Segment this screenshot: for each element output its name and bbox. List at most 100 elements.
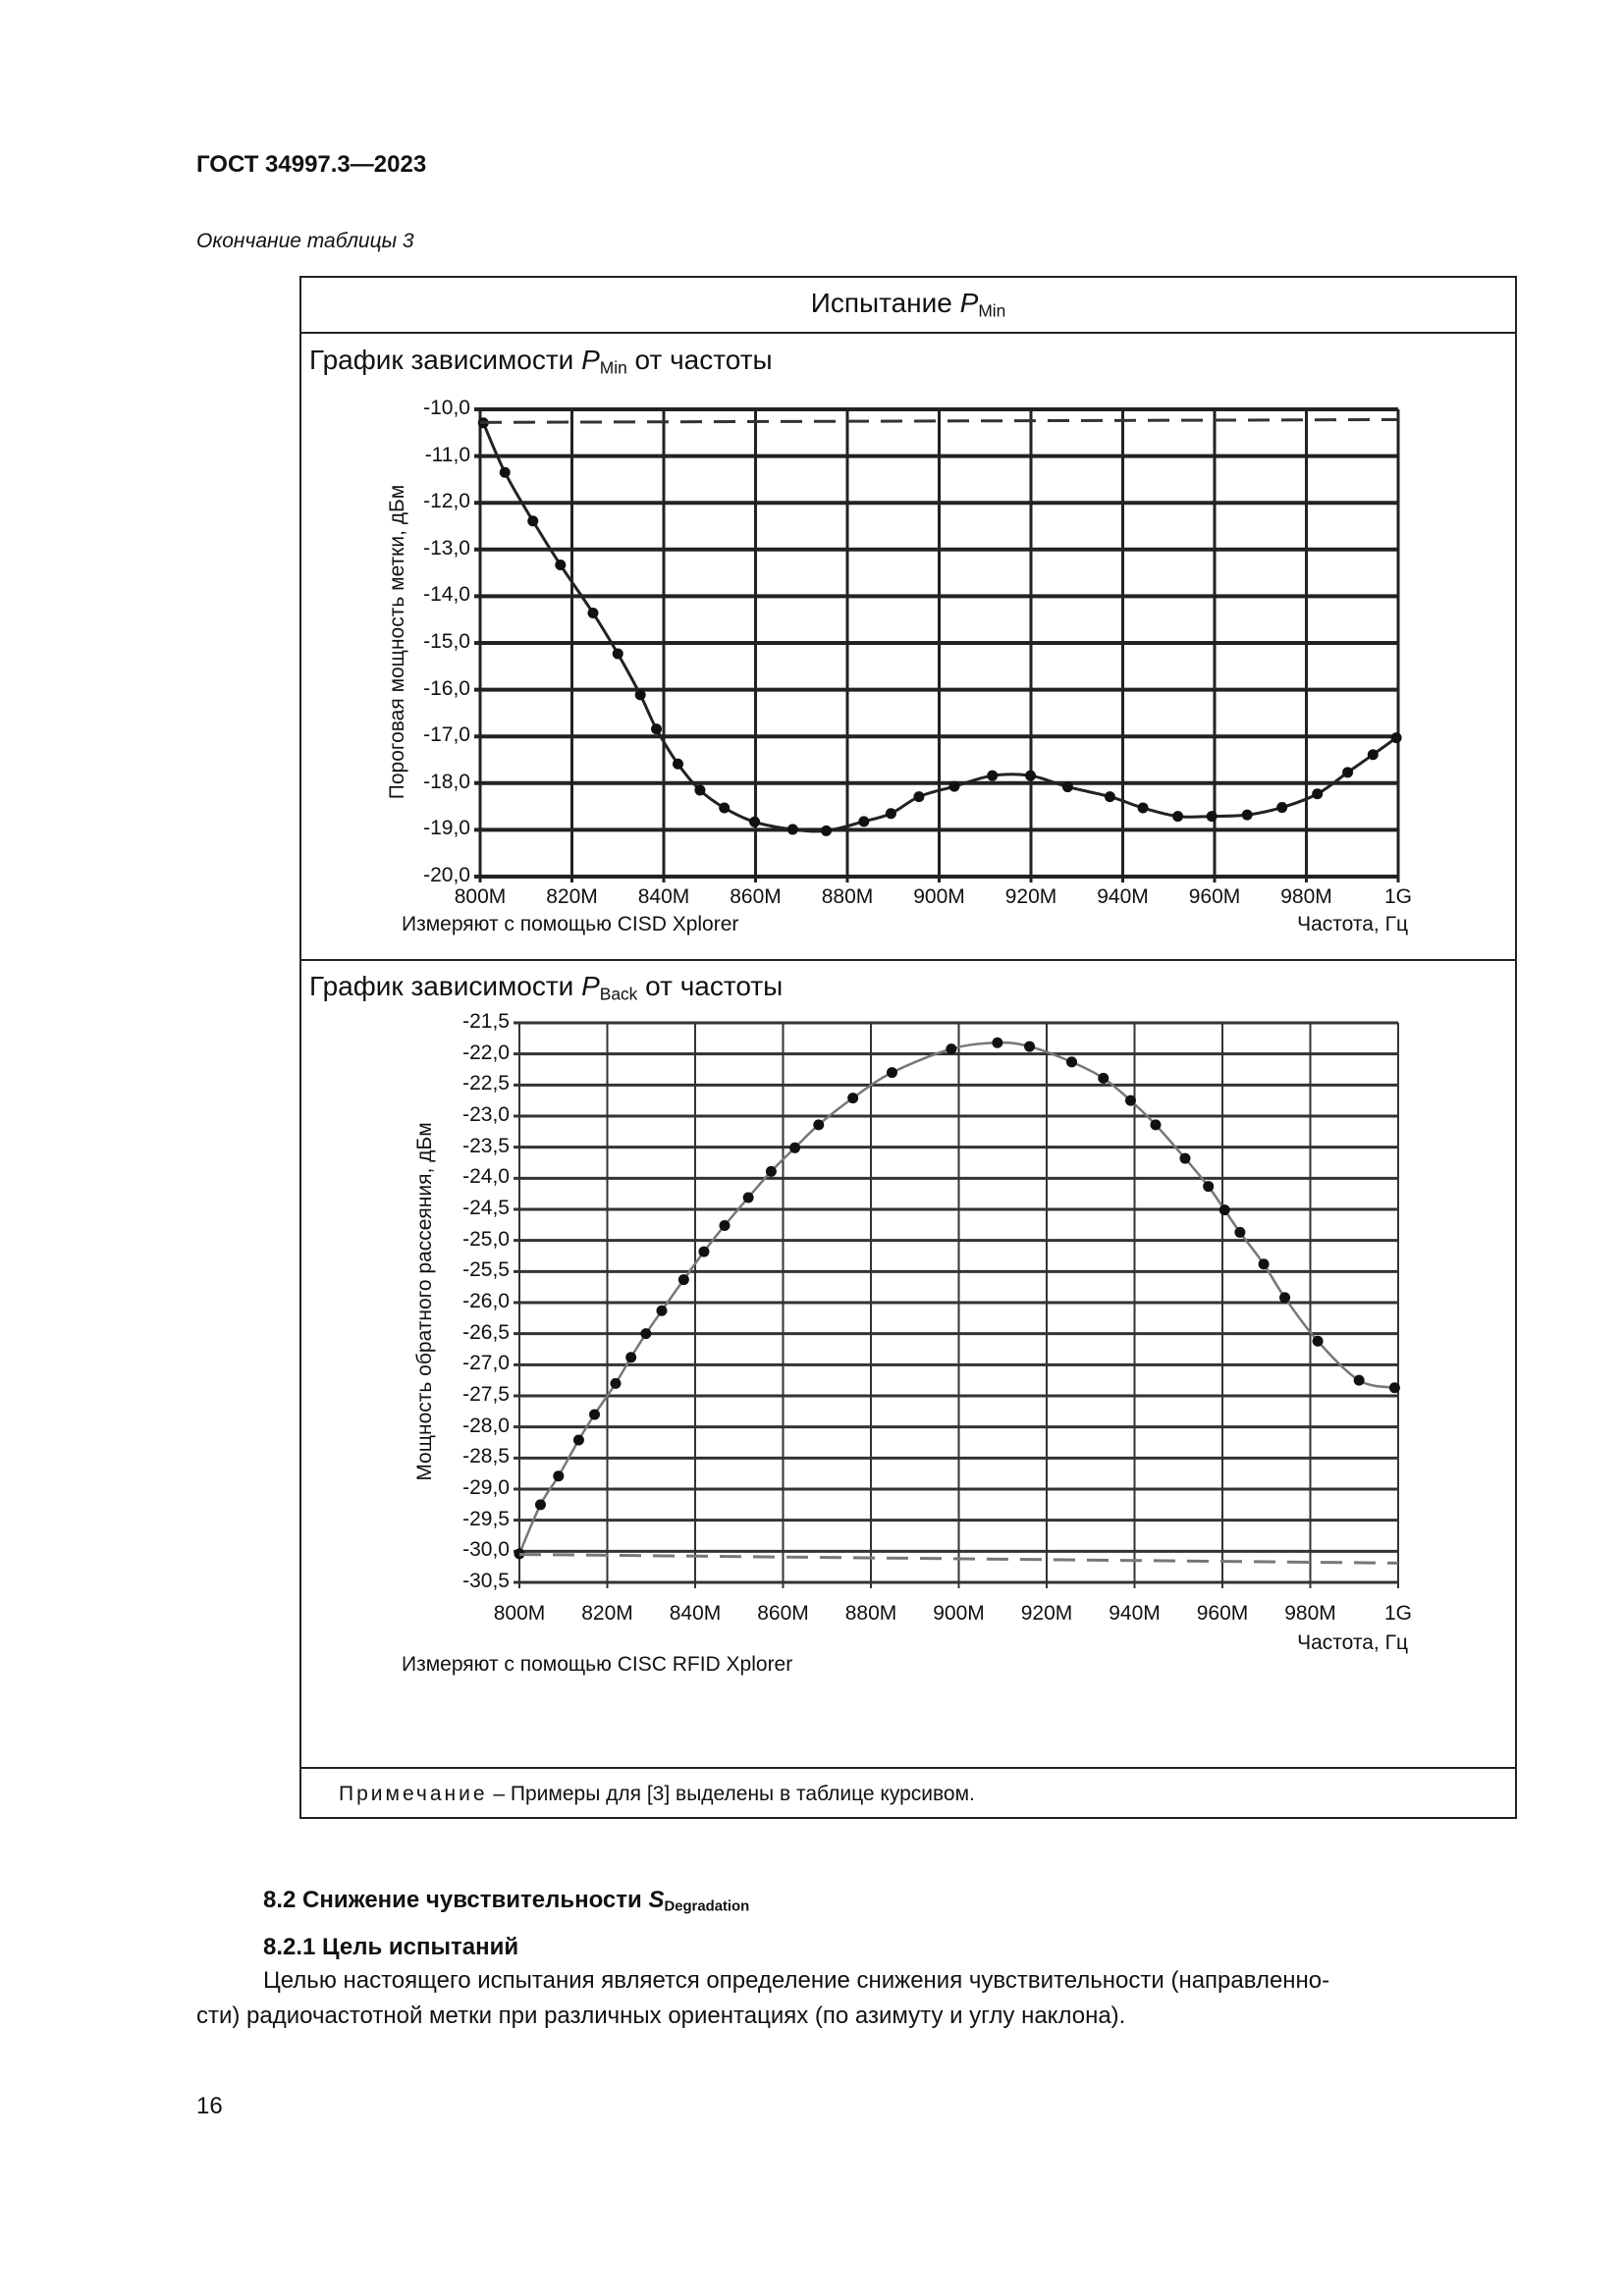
reference-dashed-line (479, 417, 1399, 424)
data-point (1312, 788, 1324, 800)
data-point (499, 466, 511, 478)
x-tick-label: 880M (821, 885, 874, 908)
data-point (534, 1499, 546, 1511)
y-tick-label: -30,5 (462, 1570, 510, 1592)
x-tick-label: 900M (913, 885, 965, 908)
data-point (789, 1142, 801, 1153)
subsection-heading: 8.2.1 Цель испытаний (263, 1934, 519, 1960)
section-heading: 8.2 Снижение чувствительности SDegradati… (263, 1887, 749, 1915)
x-tick-label: 800M (454, 885, 507, 908)
chart1-title-text: График зависимости (309, 345, 582, 375)
data-point (1024, 1041, 1036, 1052)
chart1-title-suffix: от частоты (626, 345, 773, 375)
note-text: – Примеры для [3] выделены в таблице кур… (487, 1783, 975, 1805)
data-point (1066, 1056, 1078, 1068)
data-point (1203, 1181, 1215, 1193)
data-point (946, 1043, 957, 1055)
y-tick-label: -25,5 (462, 1258, 510, 1282)
x-tick-label: 900M (933, 1602, 985, 1625)
chart2-title-text: График зависимости (309, 971, 582, 1001)
y-tick-label: -28,5 (462, 1445, 510, 1468)
data-point (719, 1219, 731, 1231)
data-point (514, 1548, 525, 1560)
y-tick-label: -13,0 (423, 536, 470, 560)
data-point (572, 1434, 584, 1446)
data-point (1367, 749, 1379, 761)
reference-dashed-line (518, 1553, 1399, 1565)
x-tick-label: 980M (1284, 1602, 1336, 1625)
data-point (677, 1274, 689, 1286)
data-point (1098, 1072, 1110, 1084)
data-point (1137, 802, 1149, 814)
data-point (786, 824, 798, 835)
table-title-sub: Min (978, 300, 1006, 321)
table-title: Испытание PMin (301, 288, 1515, 321)
divider (301, 332, 1515, 334)
x-tick-label: 920M (1020, 1602, 1073, 1625)
y-tick-label: -10,0 (423, 397, 470, 419)
data-point (1258, 1258, 1270, 1270)
data-point (886, 1067, 897, 1079)
data-point (749, 816, 761, 828)
data-point (1234, 1226, 1246, 1238)
chart2-title-suffix: от частоты (637, 971, 784, 1001)
data-point (1218, 1204, 1230, 1216)
y-tick-label: -14,0 (423, 583, 470, 607)
data-point (527, 515, 539, 527)
series-line (517, 1041, 1395, 1555)
data-point (651, 723, 663, 735)
measurement-source-note: Измеряют с помощью CISD Xplorer (402, 913, 739, 935)
table-title-var: P (959, 288, 979, 318)
y-tick-label: -26,5 (462, 1320, 510, 1344)
data-point (1276, 802, 1288, 814)
x-tick-label: 980M (1280, 885, 1332, 908)
x-tick-label: 1G (1383, 885, 1412, 908)
x-tick-label: 1G (1383, 1602, 1412, 1625)
data-point (694, 784, 706, 796)
y-tick-label: -27,0 (462, 1352, 510, 1375)
note-label: Примечание (339, 1783, 488, 1805)
y-tick-label: -17,0 (423, 723, 470, 747)
data-point (672, 758, 683, 770)
data-point (1342, 767, 1354, 778)
data-point (553, 1470, 565, 1482)
y-tick-label: -29,5 (462, 1507, 510, 1530)
chart2-title-var: P (581, 971, 600, 1001)
data-point (992, 1037, 1003, 1048)
paragraph-line: сти) радиочастотной метки при различных … (196, 2002, 1126, 2029)
data-point (885, 808, 896, 820)
data-point (1388, 1382, 1400, 1394)
data-point (589, 1409, 601, 1420)
data-point (698, 1246, 710, 1257)
x-tick-label: 920M (1004, 885, 1057, 908)
data-point (1312, 1335, 1324, 1347)
x-tick-label: 940M (1109, 1602, 1161, 1625)
y-tick-label: -28,0 (462, 1414, 510, 1437)
data-point (1241, 809, 1253, 821)
data-point (1179, 1152, 1191, 1164)
y-tick-label: -20,0 (423, 864, 470, 886)
data-point (612, 648, 623, 660)
data-point (742, 1192, 754, 1203)
paragraph-line: Целью настоящего испытания является опре… (263, 1967, 1330, 1994)
divider (301, 959, 1515, 961)
chart2-title-sub: Back (599, 984, 638, 1004)
x-tick-label: 820M (546, 885, 598, 908)
y-tick-label: -25,0 (462, 1227, 510, 1251)
y-tick-label: -18,0 (423, 770, 470, 793)
data-point (625, 1352, 637, 1363)
data-point (1206, 811, 1218, 823)
table-continuation-caption: Окончание таблицы 3 (196, 230, 414, 252)
data-point (1150, 1119, 1162, 1131)
table-3: Испытание PMin График зависимости PMin о… (299, 276, 1517, 1819)
data-point (913, 791, 925, 803)
data-point (765, 1165, 777, 1177)
chart1-title: График зависимости PMin от частоты (309, 345, 773, 378)
data-point (820, 825, 832, 836)
y-tick-label: -15,0 (423, 630, 470, 653)
y-tick-label: -30,0 (462, 1538, 510, 1562)
x-tick-label: 880M (844, 1602, 897, 1625)
section-heading-var: S (648, 1887, 665, 1913)
x-tick-label: 940M (1097, 885, 1149, 908)
